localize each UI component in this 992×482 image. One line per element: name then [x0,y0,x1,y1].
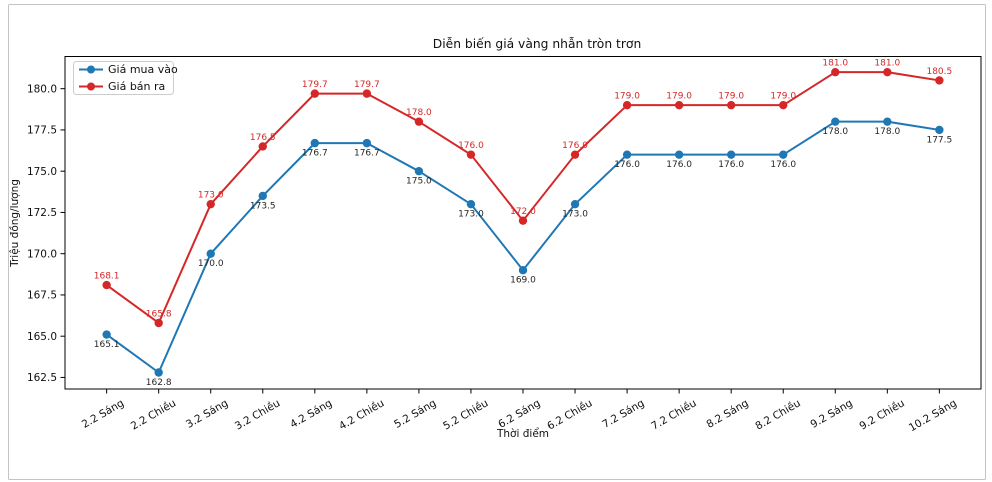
y-tick-label: 167.5 [27,290,57,302]
chart-title: Diễn biến giá vàng nhẫn tròn trơn [433,37,641,51]
point-label: 173.5 [250,201,276,211]
point-label: 176.7 [302,149,328,159]
y-tick-label: 175.0 [27,166,57,178]
data-point [779,100,788,110]
y-tick-label: 162.5 [27,372,57,384]
data-point [414,166,424,176]
data-point [102,280,111,290]
point-label: 179.0 [666,92,692,102]
data-point [622,100,632,110]
x-axis-label: Thời điểm [496,427,549,440]
point-label: 165.8 [146,309,172,319]
y-tick-label: 165.0 [27,331,57,343]
point-label: 173.0 [458,210,484,220]
series-lines: 165.1 162.8 170.0 173.5 176.7 176.7 175.0 173.0… [94,59,952,388]
y-axis-label: Triệu đồng/lượng [9,179,21,268]
data-point [726,150,736,159]
y-tick-label: 172.5 [27,207,57,219]
point-label: 165.1 [94,340,120,350]
point-label: 178.0 [822,127,848,137]
point-label: 179.0 [614,92,640,102]
data-point [466,150,476,159]
y-axis-ticks: 162.5 165.0 167.5 170.0 172.5 175.0 177.5 180.0 [27,83,65,384]
data-point [102,330,111,339]
data-point [518,216,528,225]
point-label: 173.0 [562,210,588,220]
y-tick-label: 180.0 [27,83,57,95]
point-label: 172.0 [510,207,536,217]
point-label: 176.0 [458,141,484,151]
point-label: 168.1 [94,272,120,282]
legend-marker-gia-mua-vao [87,65,95,74]
point-label: 175.0 [406,177,432,187]
data-point [570,199,580,209]
point-label: 181.0 [822,59,848,69]
data-point [831,67,840,77]
point-label: 178.0 [874,127,900,137]
data-point [883,67,892,77]
data-point [674,100,684,110]
data-point [883,117,892,126]
point-label: 178.0 [406,108,432,118]
point-label: 181.0 [874,59,900,69]
y-tick-label: 170.0 [27,248,57,260]
data-point [154,318,163,328]
legend-label-gia-ban-ra: Giá bán ra [108,80,165,93]
data-point [935,125,944,135]
point-label: 179.7 [302,80,328,90]
point-label: 176.5 [250,133,276,143]
series-gia-mua-vao: 165.1 162.8 170.0 173.5 176.7 176.7 175.0 173.0… [94,117,952,388]
data-point [362,138,372,148]
data-point [518,265,528,275]
point-label: 176.0 [770,160,796,170]
data-point [414,117,424,126]
data-point [831,117,840,126]
series-gia-ban-ra: 168.1 165.8 173.0 176.5 179.7 179.7 178.0 176.0… [94,59,952,328]
point-label: 180.5 [926,67,952,77]
point-label: 173.0 [198,191,224,201]
point-label: 176.0 [666,160,692,170]
point-label: 176.7 [354,149,380,159]
data-point [674,150,684,159]
y-tick-label: 177.5 [27,125,57,137]
data-point [570,150,580,159]
data-point [466,199,476,209]
data-point [779,150,788,159]
data-point [310,89,320,98]
point-label: 169.0 [510,276,536,286]
legend: Giá mua vào Giá bán ra [73,61,178,95]
data-point [622,150,632,159]
point-label: 170.0 [198,259,224,269]
point-label: 176.0 [562,141,588,151]
point-label: 177.5 [926,135,952,145]
point-label: 179.0 [718,92,744,102]
point-label: 162.8 [146,378,172,388]
point-label: 179.7 [354,80,380,90]
point-label: 179.0 [770,92,796,102]
legend-label-gia-mua-vao: Giá mua vào [108,63,178,76]
data-point [935,76,944,85]
point-label: 176.0 [718,160,744,170]
data-point [258,191,267,201]
data-point [206,199,215,209]
data-point [362,89,372,98]
data-point [726,100,736,110]
point-label: 176.0 [614,160,640,170]
data-point [310,138,320,148]
data-point [206,249,215,258]
data-point [154,368,163,377]
legend-marker-gia-ban-ra [87,82,95,91]
data-point [258,142,267,151]
